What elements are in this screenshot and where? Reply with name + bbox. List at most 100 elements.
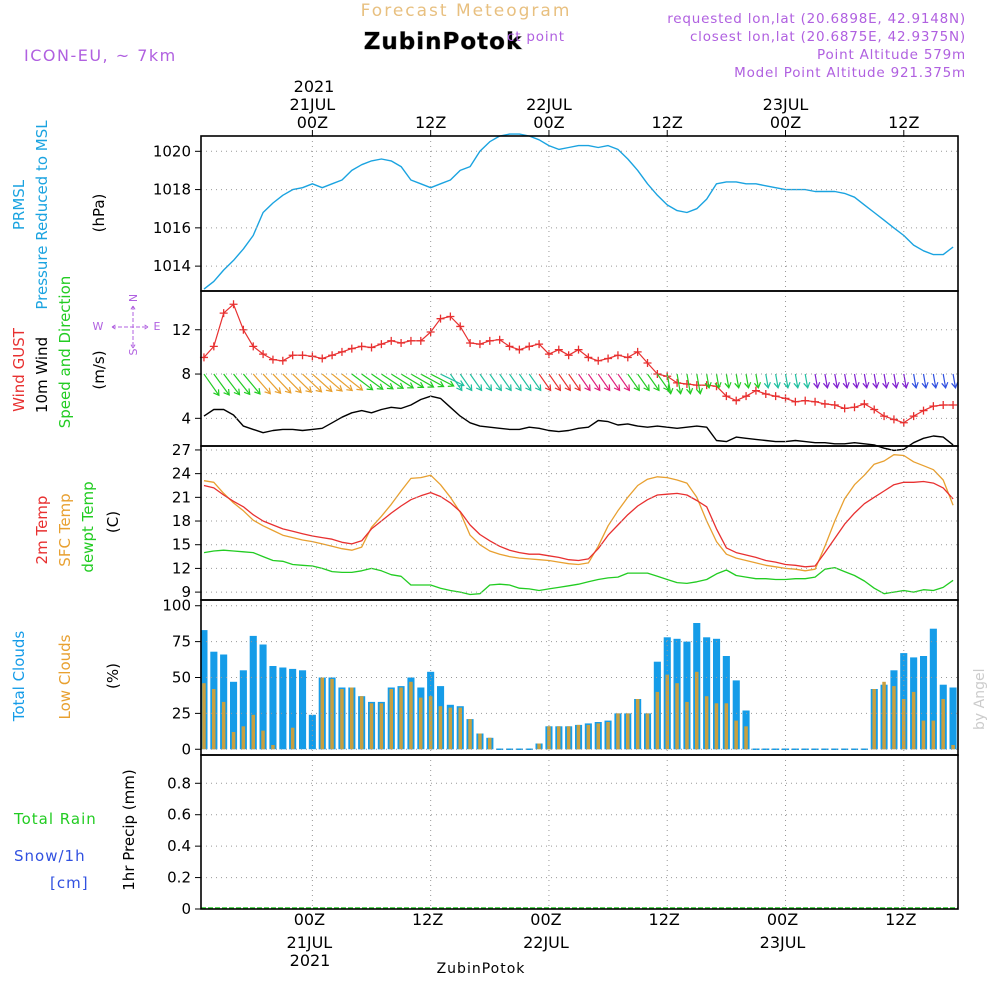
- gust-point: [406, 336, 415, 345]
- wind-direction-arrowhead: [376, 383, 384, 390]
- point-altitude: Point Altitude 579m: [817, 47, 966, 63]
- gust-point: [515, 345, 524, 354]
- wind-direction-arrowhead: [714, 381, 722, 389]
- gust-point: [347, 344, 356, 353]
- gust-point: [436, 314, 445, 323]
- clouds-unit: (%): [104, 663, 122, 689]
- wind10m-line: [203, 395, 954, 452]
- wind-direction-arrow: [814, 373, 819, 388]
- low-cloud-bar: [714, 703, 719, 750]
- wind-direction-arrowhead: [475, 384, 483, 392]
- gust-point: [899, 418, 908, 427]
- gust-point: [357, 342, 366, 351]
- sfc-temp-label: SFC Temp: [56, 493, 74, 566]
- top-tick-label: 00Z: [297, 113, 328, 132]
- gust-point: [613, 351, 622, 360]
- temperature-panel: 2m Temp SFC Temp dewpt Temp (C): [33, 454, 954, 596]
- compass-south: S: [127, 348, 140, 355]
- y-tick-label: 25: [172, 704, 191, 722]
- wind-direction-arrowhead: [427, 381, 435, 388]
- low-cloud-bar: [872, 689, 876, 750]
- gust-point: [525, 342, 534, 351]
- dewpt-label: dewpt Temp: [79, 481, 97, 572]
- low-cloud-bar: [626, 713, 630, 750]
- y-tick-label: 50: [172, 669, 191, 687]
- y-tick-label: 0.4: [167, 837, 191, 855]
- gust-point: [298, 351, 307, 360]
- total-cloud-bar: [929, 628, 937, 750]
- compass-east: E: [154, 320, 161, 333]
- low-cloud-bar: [616, 713, 620, 750]
- top-tick-label: 12Z: [888, 113, 919, 132]
- wind-direction-arrowhead: [862, 381, 870, 389]
- closest-point: closest lon,lat (20.6875E, 42.9375N): [690, 29, 966, 45]
- precip-panel: Total Rain Snow/1h [cm] 1hr Precip (mm): [13, 769, 958, 909]
- location-title: ZubinPotok: [364, 29, 523, 55]
- total-cloud-bar: [249, 635, 257, 750]
- wind-direction-arrow: [489, 373, 502, 391]
- y-tick-label: 1016: [153, 219, 191, 237]
- gust-point: [889, 415, 898, 424]
- wind-direction-arrowhead: [584, 384, 591, 392]
- wind-direction-arrow: [824, 373, 828, 388]
- wind-direction-arrowhead: [832, 381, 840, 389]
- panel-temperature-grid: 9 12 15 18 21 24 27: [172, 441, 958, 601]
- low-cloud-bar: [448, 707, 453, 750]
- total-cloud-bar: [920, 656, 928, 750]
- wind-direction-arrowhead: [315, 385, 323, 393]
- bottom-tick-label: 00Z: [530, 910, 561, 929]
- wind-direction-arrowhead: [852, 381, 860, 389]
- wind-direction-arrowhead: [437, 381, 445, 388]
- low-cloud-bar: [458, 707, 462, 750]
- gust-point: [564, 351, 573, 360]
- total-cloud-bar: [289, 668, 297, 750]
- gust-point: [574, 345, 583, 354]
- top-tick-date: 21JUL: [290, 95, 336, 114]
- y-tick-label: 27: [172, 441, 191, 459]
- low-cloud-bar: [566, 726, 571, 750]
- wind-direction-arrow: [321, 373, 343, 392]
- wind-direction-arrowhead: [666, 387, 674, 395]
- top-tick-label: 12Z: [415, 113, 446, 132]
- low-cloud-bar: [350, 687, 354, 750]
- panel-clouds-grid: 0 25 50 75 100: [162, 597, 958, 758]
- wind-direction-arrow: [242, 373, 261, 395]
- gust-point: [416, 336, 425, 345]
- low-cloud-bar: [468, 719, 472, 750]
- y-tick-label: 1014: [153, 257, 191, 275]
- wind-direction-arrow: [617, 373, 630, 391]
- wind-direction-arrowhead: [407, 382, 415, 389]
- wind-direction-arrowhead: [386, 383, 394, 390]
- gust-point: [466, 339, 475, 348]
- wind-direction-arrow: [715, 373, 720, 388]
- wind-direction-arrow: [449, 373, 463, 391]
- wind-direction-arrowhead: [465, 384, 473, 392]
- y-tick-label: 9: [181, 583, 191, 601]
- compass-arrows: [111, 305, 149, 349]
- panel-frame: [200, 754, 959, 910]
- low-cloud-bar: [389, 689, 393, 750]
- low-cloud-bar: [231, 732, 236, 750]
- wind-direction-arrow: [203, 373, 220, 396]
- footer-location: ZubinPotok: [437, 961, 526, 977]
- gust-point: [278, 356, 287, 365]
- wind-unit: (m/s): [90, 350, 108, 389]
- wind-direction-arrow: [351, 373, 373, 391]
- gust-point: [771, 392, 780, 401]
- gust-point: [761, 389, 770, 398]
- wind-direction-arrowhead: [505, 384, 512, 392]
- wind-direction-arrowhead: [931, 381, 939, 389]
- bottom-tick-label: 00Z: [294, 910, 325, 929]
- wind-direction-arrow: [568, 373, 581, 391]
- wind-direction-arrowhead: [397, 382, 405, 389]
- wind-direction-arrow: [696, 373, 701, 394]
- wind-direction-arrow: [647, 373, 660, 391]
- wind-direction-arrowhead: [335, 385, 343, 392]
- total-cloud-bar: [259, 644, 267, 750]
- gust-point: [820, 399, 829, 408]
- low-cloud-bar: [655, 691, 660, 750]
- snow-unit: [cm]: [50, 874, 89, 892]
- wind-direction-arrow: [509, 373, 522, 391]
- gust-point: [791, 397, 800, 406]
- gust-point: [633, 347, 642, 356]
